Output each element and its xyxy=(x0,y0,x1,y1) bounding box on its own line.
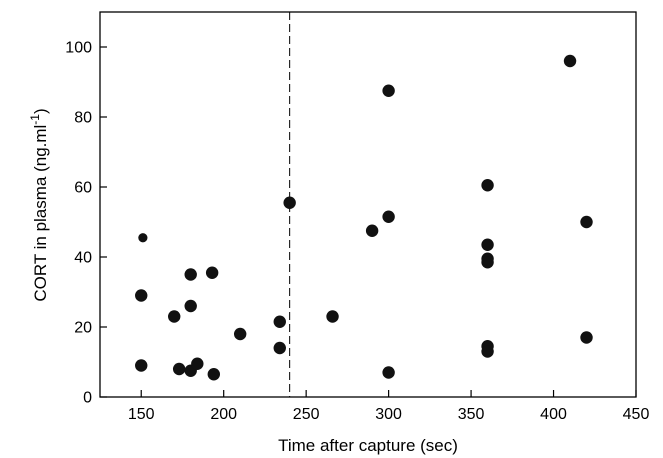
data-point xyxy=(481,238,494,251)
y-tick-label: 80 xyxy=(74,110,92,127)
data-point xyxy=(184,268,197,281)
plot-frame xyxy=(99,11,637,398)
x-tick-label: 150 xyxy=(128,406,155,423)
data-point xyxy=(135,289,148,302)
x-tick-label: 400 xyxy=(540,406,567,423)
data-point xyxy=(205,266,219,279)
data-point xyxy=(283,196,296,209)
data-point xyxy=(580,215,593,229)
data-point xyxy=(207,368,220,381)
x-tick-label: 300 xyxy=(375,406,402,423)
y-tick-label: 20 xyxy=(74,320,92,337)
x-tick-label: 200 xyxy=(210,406,237,423)
data-point xyxy=(135,359,148,372)
y-axis-label: CORT in plasma (ng.ml-1) xyxy=(28,108,50,301)
data-point xyxy=(138,233,148,243)
x-axis-label: Time after capture (sec) xyxy=(278,436,458,455)
data-point xyxy=(382,366,395,379)
axis-ticks: 150 200 250 300 350 400 450 0 20 40 60 80 100 xyxy=(65,40,649,424)
data-point xyxy=(481,345,494,358)
x-tick-label: 450 xyxy=(623,406,650,423)
data-point xyxy=(382,210,395,223)
data-point xyxy=(580,331,593,344)
y-tick-label: 100 xyxy=(65,40,92,57)
data-point xyxy=(172,362,186,376)
x-tick-label: 250 xyxy=(293,406,320,423)
data-point xyxy=(382,84,395,97)
y-tick-label: 40 xyxy=(74,250,92,267)
x-tick-label: 350 xyxy=(458,406,485,423)
data-point xyxy=(365,224,379,237)
data-point xyxy=(326,310,339,323)
data-point xyxy=(168,310,181,323)
data-point xyxy=(191,357,204,370)
data-point xyxy=(481,256,494,269)
y-tick-label: 60 xyxy=(74,180,92,197)
data-point xyxy=(563,54,577,68)
y-axis-label-close: ) xyxy=(31,108,50,114)
data-point xyxy=(273,315,286,328)
y-tick-label: 0 xyxy=(83,390,92,407)
data-point xyxy=(273,341,286,355)
data-points xyxy=(135,54,593,381)
y-axis-label-superscript: -1 xyxy=(28,114,42,125)
data-point xyxy=(481,179,494,192)
y-axis-label-main: CORT in plasma (ng.ml xyxy=(31,125,50,302)
data-point xyxy=(184,299,197,313)
data-point xyxy=(233,327,247,341)
